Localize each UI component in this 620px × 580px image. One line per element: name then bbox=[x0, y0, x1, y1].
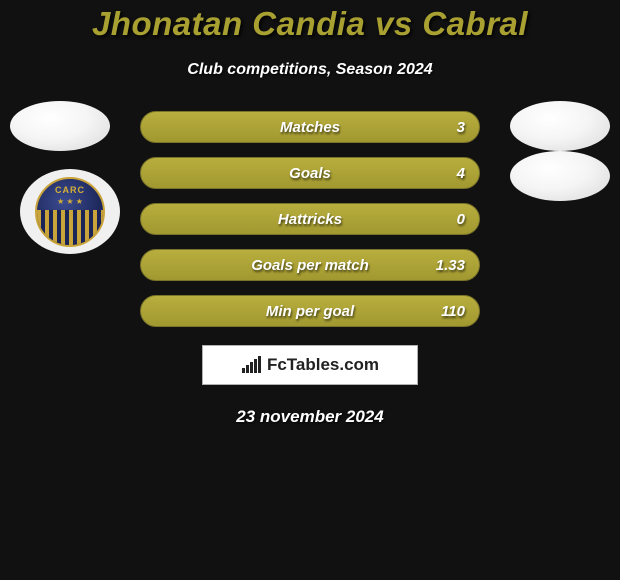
club-badge-stars: ★ ★ ★ bbox=[37, 197, 103, 206]
stat-row: Goals per match 1.33 bbox=[140, 249, 480, 281]
club-badge-text: CARC bbox=[37, 185, 103, 195]
stat-label: Matches bbox=[280, 119, 340, 136]
stat-value: 110 bbox=[441, 303, 465, 320]
club-badge-inner: CARC ★ ★ ★ bbox=[35, 177, 105, 247]
stat-value: 3 bbox=[457, 119, 465, 136]
stat-label: Hattricks bbox=[278, 211, 342, 228]
stat-row: Goals 4 bbox=[140, 157, 480, 189]
stats-area: CARC ★ ★ ★ Matches 3 Goals 4 Hattricks 0 Goals… bbox=[0, 111, 620, 427]
page-subtitle: Club competitions, Season 2024 bbox=[0, 61, 620, 79]
stat-label: Goals per match bbox=[251, 257, 369, 274]
club-badge-stripes bbox=[37, 210, 103, 245]
footer-date: 23 november 2024 bbox=[0, 407, 620, 427]
stat-label: Min per goal bbox=[266, 303, 354, 320]
player-avatar-right-1 bbox=[510, 101, 610, 151]
player-avatar-left bbox=[10, 101, 110, 151]
stat-value: 1.33 bbox=[436, 257, 465, 274]
player-avatar-right-2 bbox=[510, 151, 610, 201]
stat-value: 0 bbox=[457, 211, 465, 228]
comparison-card: Jhonatan Candia vs Cabral Club competiti… bbox=[0, 0, 620, 580]
stat-value: 4 bbox=[457, 165, 465, 182]
stat-row: Min per goal 110 bbox=[140, 295, 480, 327]
branding-text: FcTables.com bbox=[267, 355, 379, 375]
branding-box[interactable]: FcTables.com bbox=[202, 345, 418, 385]
page-title: Jhonatan Candia vs Cabral bbox=[0, 5, 620, 43]
stat-row: Matches 3 bbox=[140, 111, 480, 143]
club-badge: CARC ★ ★ ★ bbox=[20, 169, 120, 254]
stat-label: Goals bbox=[289, 165, 331, 182]
stat-row: Hattricks 0 bbox=[140, 203, 480, 235]
chart-bars-icon bbox=[241, 356, 263, 374]
